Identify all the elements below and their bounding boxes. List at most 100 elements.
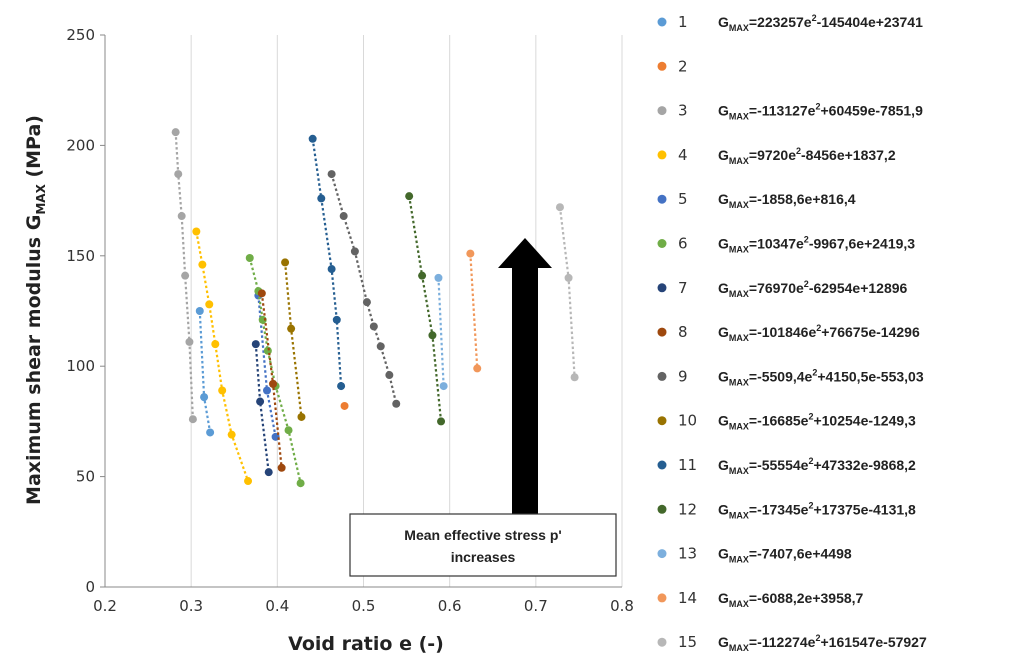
annotation-line1: Mean effective stress p' bbox=[404, 527, 561, 543]
data-point bbox=[555, 203, 564, 212]
legend-label: 4 bbox=[678, 146, 688, 164]
eq-superscript: 2 bbox=[812, 13, 817, 23]
eq-subscript: MAX bbox=[729, 112, 749, 122]
trendline-7 bbox=[254, 344, 270, 473]
legend-label: 6 bbox=[678, 235, 688, 253]
legend-equation: GMAX=9720e2-8456e+1837,2 bbox=[718, 146, 896, 166]
eq-g: G bbox=[718, 324, 729, 340]
legend-marker bbox=[657, 371, 667, 381]
data-point bbox=[466, 249, 475, 258]
legend-label: 10 bbox=[678, 412, 697, 430]
series-1 bbox=[195, 307, 215, 437]
eq-superscript: 2 bbox=[808, 412, 813, 422]
series-10 bbox=[281, 258, 306, 421]
eq-text: =-1858,6e+816,4 bbox=[749, 191, 856, 207]
data-point bbox=[284, 426, 293, 435]
trendline-3 bbox=[174, 132, 194, 420]
eq-text: +161547e-57927 bbox=[820, 634, 926, 650]
legend-label: 11 bbox=[678, 456, 697, 474]
y-axis-label: Maximum shear modulus GMAX (MPa) bbox=[23, 115, 48, 505]
x-tick-label: 0.8 bbox=[610, 597, 634, 615]
trendline-9 bbox=[330, 173, 398, 404]
data-point bbox=[188, 415, 197, 424]
legend-marker bbox=[657, 17, 667, 27]
data-point bbox=[434, 273, 443, 282]
trendline-12 bbox=[408, 196, 443, 422]
eq-text: =-101846e bbox=[749, 324, 817, 340]
legend-equation: GMAX=-7407,6e+4498 bbox=[718, 546, 852, 565]
legend-marker bbox=[657, 416, 667, 426]
y-tick-label: 50 bbox=[76, 468, 95, 486]
legend-item-14: 14 GMAX=-6088,2e+3958,7 bbox=[657, 589, 864, 609]
data-point bbox=[473, 364, 482, 373]
legend-equation: GMAX=-113127e2+60459e-7851,9 bbox=[718, 102, 923, 122]
eq-text: +10254e-1249,3 bbox=[813, 413, 916, 429]
data-point bbox=[362, 298, 371, 307]
data-point bbox=[185, 337, 194, 346]
legend-label: 7 bbox=[678, 279, 688, 297]
data-point bbox=[337, 382, 346, 391]
eq-superscript: 2 bbox=[815, 102, 820, 112]
eq-g: G bbox=[718, 191, 729, 207]
eq-text: =-7407,6e+4498 bbox=[749, 546, 852, 562]
eq-superscript: 2 bbox=[816, 323, 821, 333]
legend-marker bbox=[657, 194, 667, 204]
data-point bbox=[369, 322, 378, 331]
y-tick-label: 150 bbox=[66, 247, 95, 265]
series-15 bbox=[555, 203, 579, 382]
eq-subscript: MAX bbox=[729, 245, 749, 255]
eq-text: =-113127e bbox=[749, 103, 816, 119]
data-point bbox=[257, 289, 266, 298]
legend-item-2: 2 bbox=[657, 57, 688, 75]
data-point bbox=[258, 315, 267, 324]
eq-g: G bbox=[718, 236, 729, 252]
eq-text: =76970e bbox=[749, 280, 804, 296]
legend-label: 1 bbox=[678, 13, 688, 31]
data-point bbox=[296, 479, 305, 488]
data-point bbox=[262, 386, 271, 395]
eq-superscript: 2 bbox=[808, 500, 813, 510]
series-2 bbox=[340, 401, 349, 410]
data-point bbox=[251, 340, 260, 349]
eq-subscript: MAX bbox=[729, 23, 749, 33]
legend-marker bbox=[657, 460, 667, 470]
legend-item-12: 12 GMAX=-17345e2+17375e-4131,8 bbox=[657, 500, 916, 520]
axes bbox=[100, 34, 622, 588]
series-4 bbox=[192, 227, 253, 486]
eq-g: G bbox=[718, 280, 729, 296]
legend-label: 14 bbox=[678, 589, 697, 607]
legend-equation: GMAX=10347e2-9967,6e+2419,3 bbox=[718, 235, 915, 255]
eq-subscript: MAX bbox=[729, 200, 749, 210]
series-13 bbox=[434, 273, 448, 391]
legend-item-11: 11 GMAX=-55554e2+47332e-9868,2 bbox=[657, 456, 916, 476]
series-12 bbox=[405, 192, 446, 426]
eq-subscript: MAX bbox=[729, 377, 749, 387]
legend-marker bbox=[657, 637, 667, 647]
eq-text: +60459e-7851,9 bbox=[820, 103, 923, 119]
eq-g: G bbox=[718, 147, 729, 163]
data-point bbox=[350, 247, 359, 256]
x-axis-label: Void ratio e (-) bbox=[288, 633, 444, 655]
data-point bbox=[256, 397, 265, 406]
data-point bbox=[244, 477, 253, 486]
legend-equation: GMAX=-5509,4e2+4150,5e-553,03 bbox=[718, 367, 924, 387]
x-tick-label: 0.5 bbox=[352, 597, 376, 615]
data-point bbox=[195, 307, 204, 315]
y-tick-label: 0 bbox=[85, 578, 95, 596]
eq-text: +4150,5e-553,03 bbox=[817, 368, 923, 384]
data-point bbox=[263, 346, 272, 355]
legend-marker bbox=[657, 61, 667, 71]
eq-text: =10347e bbox=[749, 236, 804, 252]
eq-g: G bbox=[718, 14, 729, 30]
data-point bbox=[570, 373, 579, 382]
data-point bbox=[245, 254, 254, 263]
y-axis-label-subscript: MAX bbox=[34, 183, 48, 214]
eq-superscript: 2 bbox=[812, 367, 817, 377]
legend-marker bbox=[657, 239, 667, 248]
eq-superscript: 2 bbox=[796, 146, 801, 156]
eq-g: G bbox=[718, 546, 729, 562]
eq-superscript: 2 bbox=[815, 633, 820, 643]
legend-label: 5 bbox=[678, 190, 688, 208]
eq-superscript: 2 bbox=[804, 235, 809, 245]
